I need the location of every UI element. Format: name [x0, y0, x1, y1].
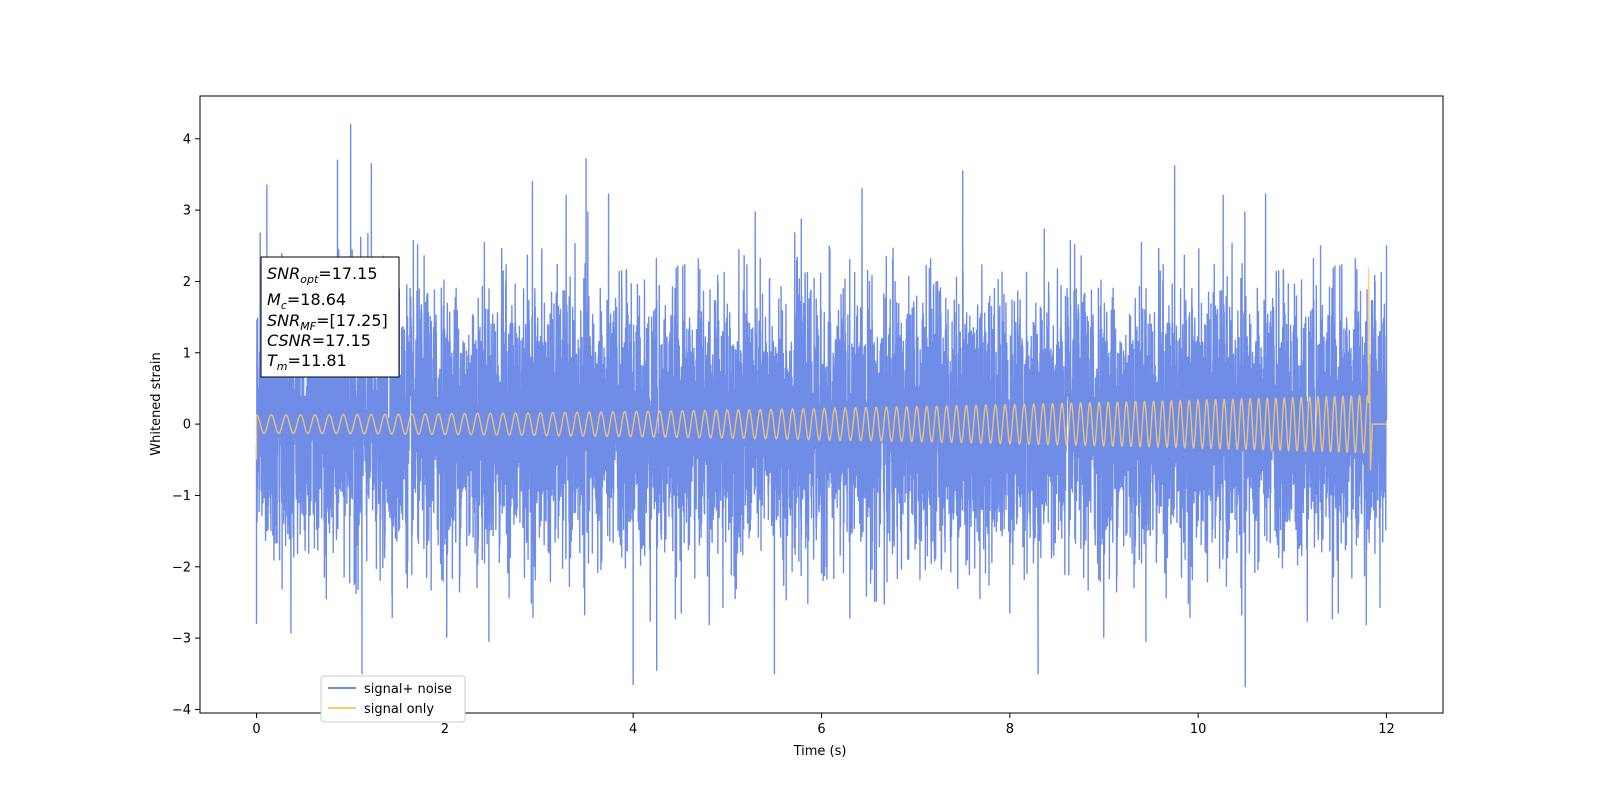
series-layer: [255, 123, 1388, 688]
y-tick-label: −2: [172, 560, 191, 575]
y-tick-label: −3: [172, 632, 191, 647]
annotation-line: SNRopt=17.15: [267, 264, 378, 286]
y-tick-label: −4: [172, 703, 191, 718]
x-tick-label: 0: [252, 722, 260, 737]
y-tick-label: 0: [183, 418, 191, 433]
x-tick-label: 2: [441, 722, 449, 737]
series-signal-only-line: [255, 267, 1387, 471]
x-axis-label: Time (s): [793, 744, 847, 759]
y-tick-label: 1: [183, 346, 191, 361]
stats-annotation-box: SNRopt=17.15 Mc=18.64SNRMF=[17.25]CSNR=17…: [260, 256, 400, 378]
y-tick-label: 3: [183, 204, 191, 219]
x-axis: 0 2 4 6 8 10 12: [252, 713, 1395, 737]
annotation-line: Tm=11.81: [267, 351, 347, 373]
annotation-line: SNRMF=[17.25]: [267, 311, 388, 333]
y-axis: −4 −3 −2 −1 0 1 2 3 4: [172, 132, 200, 718]
y-tick-label: 4: [183, 132, 191, 147]
y-axis-label: Whitened strain: [149, 352, 164, 455]
annotation-line: Mc=18.64: [267, 290, 346, 312]
x-tick-label: 12: [1378, 722, 1395, 737]
x-tick-label: 6: [817, 722, 825, 737]
y-tick-label: 2: [183, 275, 191, 290]
legend-label-signal-noise: signal+ noise: [364, 682, 452, 697]
x-tick-label: 10: [1190, 722, 1207, 737]
x-tick-label: 8: [1006, 722, 1014, 737]
y-tick-label: −1: [172, 489, 191, 504]
legend-label-signal-only: signal only: [364, 702, 434, 717]
x-tick-label: 4: [629, 722, 637, 737]
series-signal-noise-line: [255, 123, 1388, 688]
annotation-line: CSNR=17.15: [267, 331, 371, 350]
legend: signal+ noise signal only: [320, 675, 466, 723]
